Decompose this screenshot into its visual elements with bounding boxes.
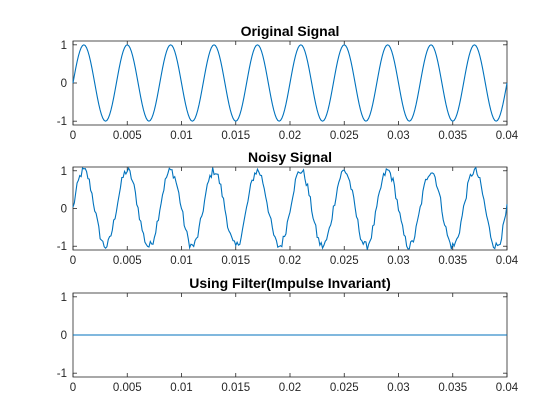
y-tick-label: 0 (61, 204, 67, 216)
subplot-3: Using Filter(Impulse Invariant) 0 0.005 0.0… (57, 275, 519, 394)
x-tick-label: 0 (70, 130, 76, 142)
x-tick-label: 0.015 (221, 255, 250, 267)
y-tick-label: 0 (61, 78, 67, 90)
x-tick-label: 0.04 (496, 255, 519, 267)
x-tick-label: 0 (70, 382, 76, 394)
x-tick-label: 0.01 (170, 255, 192, 267)
x-tick-label: 0.035 (438, 382, 467, 394)
y-tick-label: 1 (61, 166, 67, 178)
subplot-2: Noisy Signal 0 0.005 0.01 0.015 0.02 0.025 0.03… (57, 149, 519, 267)
y-tick-label: 0 (61, 330, 67, 342)
x-tick-label: 0.03 (387, 255, 409, 267)
chart-title: Original Signal (241, 23, 340, 39)
x-tick-label: 0.025 (330, 130, 359, 142)
axes-box (72, 166, 508, 251)
x-tick-label: 0.03 (387, 130, 409, 142)
x-tick-label: 0.02 (279, 255, 301, 267)
chart-title: Using Filter(Impulse Invariant) (189, 275, 390, 291)
x-tick-label: 0.015 (221, 130, 250, 142)
chart-title: Noisy Signal (248, 149, 332, 165)
x-tick-label: 0.04 (496, 382, 519, 394)
y-tick-label: -1 (57, 368, 67, 380)
x-tick-label: 0.035 (438, 255, 467, 267)
y-tick-label: 1 (61, 292, 67, 304)
x-tick-label: 0.035 (438, 130, 467, 142)
x-tick-label: 0.005 (113, 255, 142, 267)
x-tick-label: 0.025 (330, 255, 359, 267)
series-line-1 (72, 44, 508, 122)
series-line-1 (72, 166, 508, 250)
x-tick-label: 0.02 (279, 382, 301, 394)
x-tick-label: 0.03 (387, 382, 409, 394)
y-tick-label: -1 (57, 116, 67, 128)
x-tick-label: 0.025 (330, 382, 359, 394)
x-tick-label: 0.01 (170, 130, 192, 142)
x-tick-label: 0.02 (279, 130, 301, 142)
x-tick-label: 0.005 (113, 382, 142, 394)
x-tick-label: 0.015 (221, 382, 250, 394)
x-tick-label: 0.04 (496, 130, 519, 142)
x-tick-label: 0 (70, 255, 76, 267)
x-tick-label: 0.005 (113, 130, 142, 142)
y-tick-label: 1 (61, 40, 67, 52)
y-tick-label: -1 (57, 241, 67, 253)
x-tick-label: 0.01 (170, 382, 192, 394)
subplot-1: Original Signal 0 0.005 0.01 0.015 0.02 0.025 0… (57, 23, 519, 142)
